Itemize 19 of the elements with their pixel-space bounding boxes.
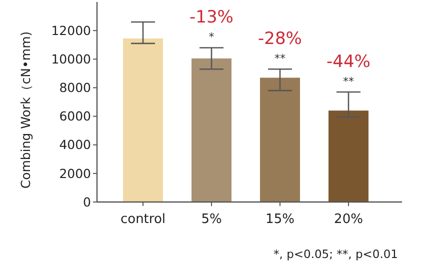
annotation: * <box>208 30 215 44</box>
y-tick-label: 8000 <box>59 80 92 96</box>
y-tick-label: 10000 <box>51 52 92 67</box>
x-tick-label: control <box>120 212 166 227</box>
y-tick-label: 6000 <box>59 108 92 124</box>
annotation: -28% <box>258 29 302 50</box>
y-tick-label: 0 <box>83 194 92 210</box>
y-tick-label: 2000 <box>59 166 92 181</box>
annotation: -13% <box>190 8 234 28</box>
x-tick-label: 15% <box>266 212 294 227</box>
x-tick-label: 5% <box>201 212 222 227</box>
annotation: -44% <box>326 52 370 72</box>
x-tick-label: 20% <box>334 212 363 227</box>
annotation: ** <box>343 74 354 88</box>
annotation: ** <box>274 52 286 65</box>
text: *, p<0.05; **, p<0.01 <box>274 247 398 261</box>
y-tick-label: 4000 <box>59 137 92 152</box>
y-tick-label: 12000 <box>51 22 92 38</box>
y-axis-title: Combing Work（cN•mm) <box>18 31 33 189</box>
